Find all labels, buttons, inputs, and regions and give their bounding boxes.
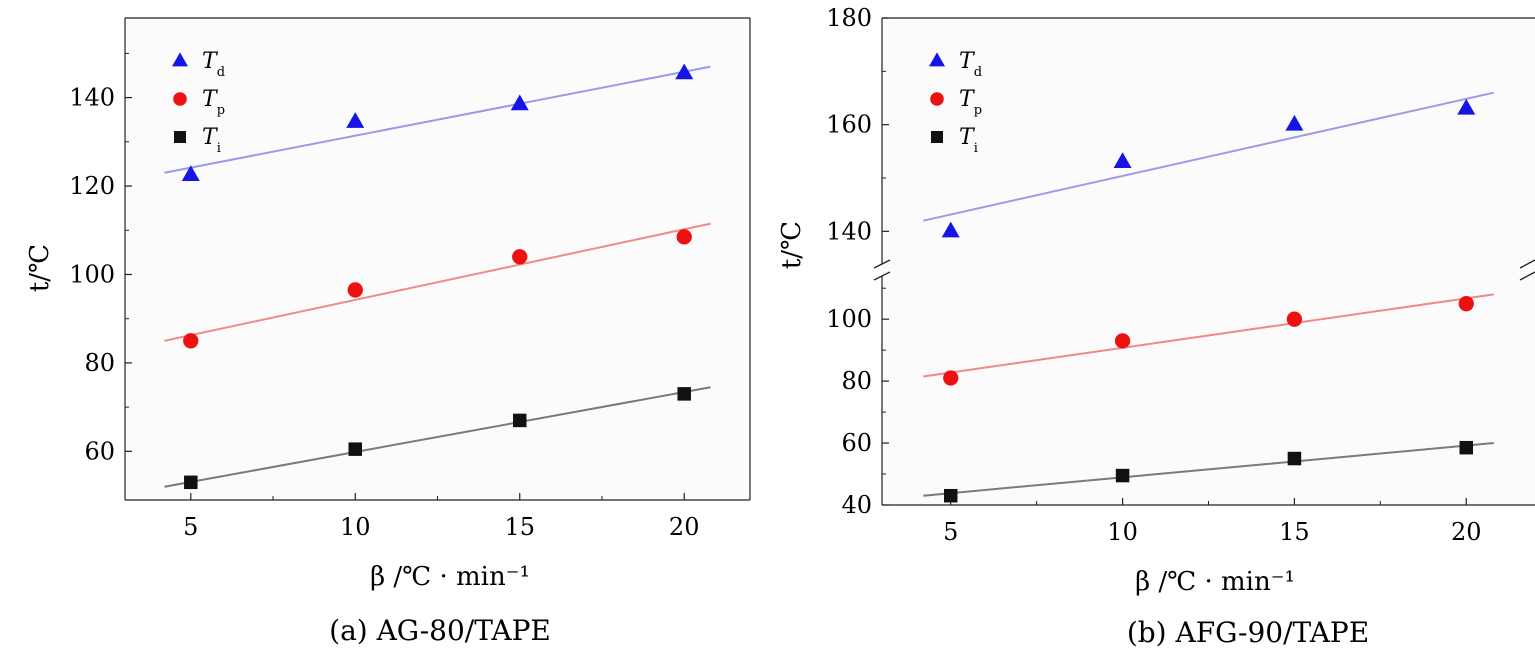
data-point-d	[510, 94, 529, 111]
legend-label-i: Ti	[959, 125, 978, 156]
plot-area	[125, 18, 750, 500]
y-tick-label: 40	[841, 491, 872, 519]
y-tick-label: 60	[84, 437, 115, 465]
axis-break-mark	[873, 271, 891, 281]
y-tick-label: 160	[826, 111, 872, 139]
legend-marker-i	[174, 131, 186, 143]
data-point-p	[1458, 296, 1474, 312]
x-axis-title: β /℃ · min⁻¹	[1135, 567, 1295, 597]
plot-area	[882, 18, 1535, 505]
fit-line-p	[923, 293, 1494, 378]
fit-line-d	[164, 65, 711, 174]
data-point-d	[675, 63, 694, 80]
legend-label-p: Tp	[202, 87, 225, 118]
axis-break-mark	[873, 259, 891, 269]
legend-label-p: Tp	[959, 87, 982, 118]
y-tick-label: 60	[841, 429, 872, 457]
y-axis-title: t/℃	[25, 244, 55, 292]
data-point-d	[181, 165, 200, 181]
data-point-p	[1114, 333, 1131, 349]
data-point-p	[347, 282, 363, 298]
data-point-i	[1115, 468, 1130, 483]
data-point-d	[1113, 152, 1132, 168]
data-point-d	[1457, 98, 1476, 115]
data-point-p	[1286, 311, 1303, 327]
legend-marker-d	[929, 52, 945, 67]
x-tick-label: 10	[340, 513, 371, 541]
fit-line-p	[164, 222, 711, 342]
y-tick-label: 100	[826, 305, 872, 333]
data-point-d	[941, 221, 960, 238]
data-point-i	[1287, 451, 1302, 466]
legend-marker-p	[173, 92, 187, 106]
x-tick-label: 5	[183, 513, 198, 541]
data-point-p	[512, 249, 528, 265]
x-tick-label: 10	[1107, 518, 1138, 546]
data-point-i	[348, 442, 363, 456]
data-point-d	[346, 112, 365, 128]
data-point-i	[677, 387, 691, 401]
y-tick-label: 140	[69, 84, 115, 112]
y-axis-title: t/℃	[777, 221, 807, 269]
fit-line-i	[164, 386, 711, 488]
x-tick-label: 20	[1451, 518, 1482, 546]
fit-line-i	[923, 442, 1494, 497]
legend-label-i: Ti	[202, 125, 221, 156]
legend-label-d: Td	[959, 49, 982, 80]
data-point-d	[1285, 114, 1304, 131]
chart-panel-b: 5 10 15 20 40 60 80 100 140 160 180 Td Tp Ti β /℃ · mi…	[777, 4, 1535, 649]
data-point-p	[676, 229, 692, 245]
y-tick-label: 80	[841, 367, 872, 395]
fit-line-d	[923, 91, 1494, 222]
legend-marker-p	[930, 92, 944, 106]
x-tick-label: 15	[504, 513, 535, 541]
x-tick-label: 15	[1279, 518, 1310, 546]
axis-break-mark	[1519, 271, 1535, 281]
axis-break-mark	[1519, 259, 1535, 269]
legend-marker-i	[931, 131, 943, 143]
x-tick-label: 5	[943, 518, 958, 546]
y-tick-label: 140	[826, 217, 872, 245]
chart-caption: (b) AFG-90/TAPE	[1127, 616, 1369, 649]
data-point-p	[943, 370, 959, 386]
data-point-p	[183, 333, 199, 349]
data-point-i	[184, 475, 198, 490]
legend-marker-d	[172, 52, 188, 67]
data-point-i	[1459, 440, 1474, 455]
chart-panel-a: 5 10 15 20 60 80 100 120 140 Td Tp Ti β /℃ · min⁻¹ t/…	[25, 17, 751, 647]
x-axis-title: β /℃ · min⁻¹	[370, 562, 530, 592]
y-tick-label: 100	[69, 260, 115, 288]
y-tick-label: 180	[826, 4, 872, 32]
y-tick-label: 120	[69, 172, 115, 200]
data-point-i	[512, 413, 527, 428]
y-tick-label: 80	[84, 349, 115, 377]
x-tick-label: 20	[669, 513, 700, 541]
chart-caption: (a) AG-80/TAPE	[329, 614, 551, 647]
data-point-i	[943, 488, 958, 503]
legend-label-d: Td	[202, 49, 225, 80]
